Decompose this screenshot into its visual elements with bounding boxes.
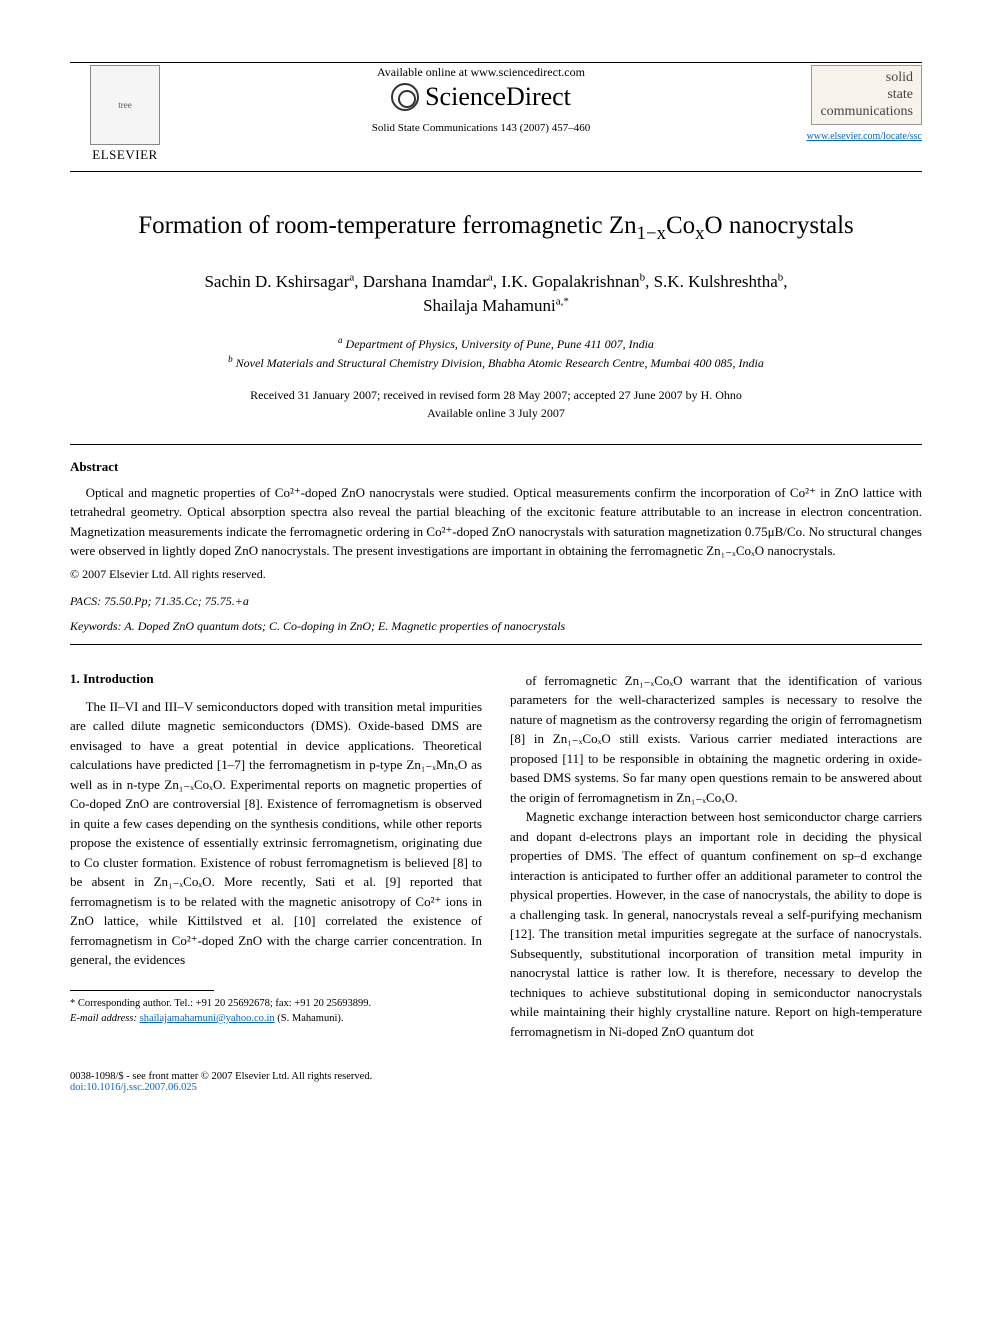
para-3: Magnetic exchange interaction between ho…	[510, 807, 922, 1041]
elsevier-label: ELSEVIER	[92, 147, 157, 163]
footer-copyright: 0038-1098/$ - see front matter © 2007 El…	[70, 1071, 372, 1082]
sd-brand-text: ScienceDirect	[425, 82, 571, 112]
ssc-line-2: state	[820, 87, 913, 104]
available-online-text: Available online at www.sciencedirect.co…	[377, 65, 585, 80]
keywords-values: A. Doped ZnO quantum dots; C. Co-doping …	[124, 619, 565, 633]
footnote-email-label: E-mail address:	[70, 1013, 137, 1024]
abstract-body: Optical and magnetic properties of Co²⁺-…	[70, 483, 922, 561]
title-mid: Co	[666, 212, 695, 239]
copyright-line: © 2007 Elsevier Ltd. All rights reserved…	[70, 567, 922, 582]
title-post: O nanocrystals	[705, 212, 854, 239]
title-pre: Formation of room-temperature ferromagne…	[138, 212, 636, 239]
article-dates: Received 31 January 2007; received in re…	[70, 386, 922, 422]
author-1: Sachin D. Kshirsagar	[204, 272, 349, 291]
sd-logo-row: ScienceDirect	[391, 82, 571, 112]
abstract-top-rule	[70, 444, 922, 445]
affil-a: Department of Physics, University of Pun…	[346, 337, 654, 351]
journal-brand-block: solid state communications www.elsevier.…	[782, 65, 922, 142]
footer-doi[interactable]: doi:10.1016/j.ssc.2007.06.025	[70, 1082, 372, 1093]
affiliations: a Department of Physics, University of P…	[70, 334, 922, 372]
article-title: Formation of room-temperature ferromagne…	[70, 210, 922, 246]
elsevier-logo-block: tree ELSEVIER	[70, 65, 180, 163]
keywords-line: Keywords: A. Doped ZnO quantum dots; C. …	[70, 619, 922, 634]
footer-left: 0038-1098/$ - see front matter © 2007 El…	[70, 1071, 372, 1093]
article-body-columns: 1. Introduction The II–VI and III–V semi…	[70, 671, 922, 1042]
pacs-line: PACS: 75.50.Pp; 71.35.Cc; 75.75.+a	[70, 594, 922, 609]
affil-b: Novel Materials and Structural Chemistry…	[236, 356, 764, 370]
elsevier-tree-icon: tree	[90, 65, 160, 145]
abstract-text: Optical and magnetic properties of Co²⁺-…	[70, 483, 922, 561]
author-5-corr: *	[563, 296, 569, 308]
title-sub2: x	[695, 223, 704, 244]
pacs-values: 75.50.Pp; 71.35.Cc; 75.75.+a	[104, 594, 249, 608]
top-rule	[70, 62, 922, 63]
sciencedirect-block: Available online at www.sciencedirect.co…	[180, 65, 782, 134]
abstract-bottom-rule	[70, 644, 922, 645]
sd-swirl-icon	[391, 83, 419, 111]
abstract-heading: Abstract	[70, 459, 922, 475]
footnote-separator	[70, 990, 214, 991]
author-sep-4: ,	[783, 272, 787, 291]
keywords-label: Keywords:	[70, 619, 122, 633]
elsevier-journal-link[interactable]: www.elsevier.com/locate/ssc	[782, 131, 922, 142]
author-sep-3: , S.K. Kulshreshtha	[645, 272, 778, 291]
author-sep-2: , I.K. Gopalakrishnan	[493, 272, 640, 291]
author-sep-1: , Darshana Inamdar	[354, 272, 488, 291]
title-sub1: 1−x	[637, 223, 666, 244]
authors-block: Sachin D. Kshirsagara, Darshana Inamdara…	[70, 270, 922, 318]
section-1-heading: 1. Introduction	[70, 671, 482, 687]
dates-line-2: Available online 3 July 2007	[427, 406, 565, 420]
footer-bar: 0038-1098/$ - see front matter © 2007 El…	[70, 1071, 922, 1093]
journal-reference: Solid State Communications 143 (2007) 45…	[372, 122, 590, 134]
body-text: The II–VI and III–V semiconductors doped…	[70, 671, 922, 1042]
footnote-email-link[interactable]: shailajamahamuni@yahoo.co.in	[140, 1013, 275, 1024]
footnote-email-who: (S. Mahamuni).	[277, 1013, 343, 1024]
para-2: of ferromagnetic Zn₁₋ₓCoₓO warrant that …	[510, 671, 922, 808]
footnote-email-line: E-mail address: shailajamahamuni@yahoo.c…	[70, 1012, 482, 1027]
ssc-line-1: solid	[820, 70, 913, 87]
dates-line-1: Received 31 January 2007; received in re…	[250, 388, 742, 402]
footnote-block: * Corresponding author. Tel.: +91 20 256…	[70, 997, 482, 1026]
header-row: tree ELSEVIER Available online at www.sc…	[70, 65, 922, 163]
header-bottom-rule	[70, 171, 922, 172]
para-1: The II–VI and III–V semiconductors doped…	[70, 697, 482, 970]
author-5: Shailaja Mahamuni	[423, 296, 556, 315]
pacs-label: PACS:	[70, 594, 101, 608]
ssc-line-3: communications	[820, 104, 913, 121]
ssc-box: solid state communications	[811, 65, 922, 125]
footnote-corresponding: * Corresponding author. Tel.: +91 20 256…	[70, 997, 482, 1012]
